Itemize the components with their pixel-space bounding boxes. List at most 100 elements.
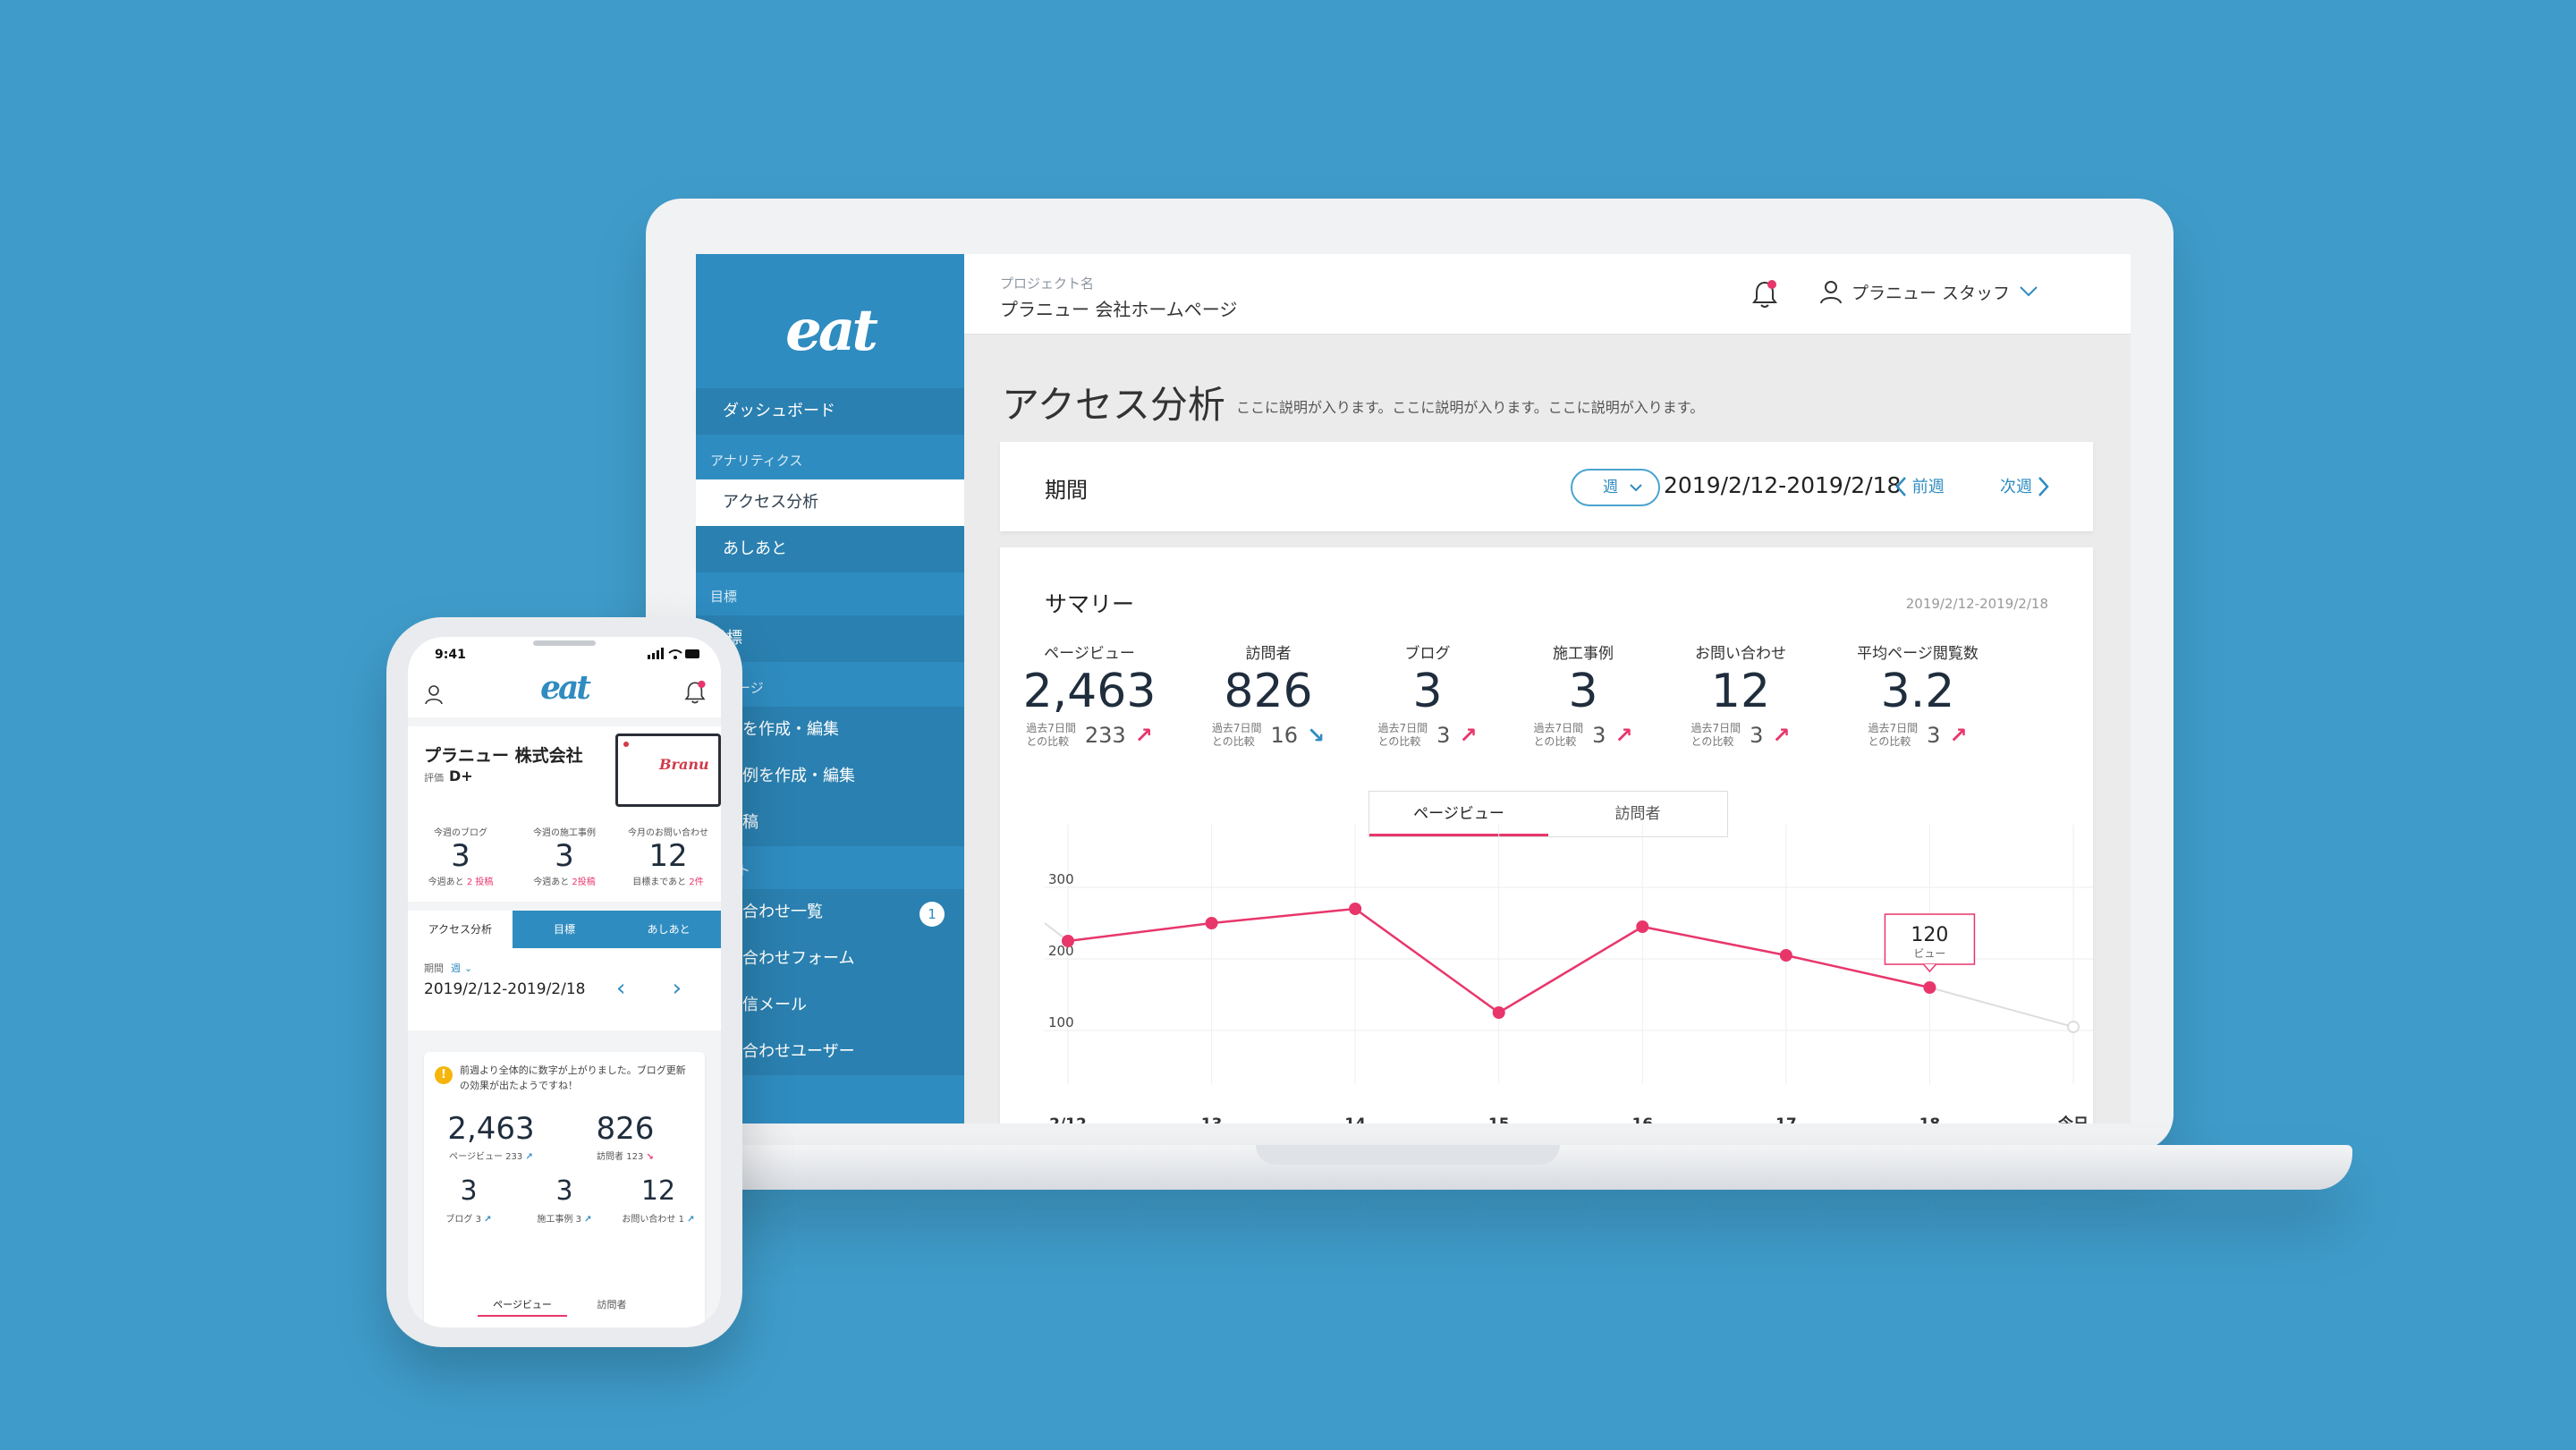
- tab-visitors[interactable]: 訪問者: [1614, 805, 1661, 823]
- sidebar-heading-goals: 目標: [710, 589, 738, 605]
- tab-footprints[interactable]: あしあと: [647, 923, 691, 936]
- eat-logo[interactable]: eat: [785, 297, 878, 364]
- y-tick-label: 200: [1048, 943, 1074, 959]
- trail-start: [1044, 922, 1069, 942]
- stat-4: お問い合わせ 12 過去7日間 との比較 3 ↗: [1690, 645, 1791, 748]
- mobile-period: 期間週 ⌄ 2019/2/12-2019/2/18 ‹ ›: [408, 948, 721, 1030]
- period-range: 2019/2/12-2019/2/18: [1664, 472, 1902, 498]
- sidebar-item-access-analysis[interactable]: アクセス分析: [696, 479, 964, 526]
- trend-up-icon: ↗: [584, 1215, 592, 1225]
- mobile-screen: 9:41 eat プラニュー 株式会社 評価 D+ Branu 今週のブログ 3: [408, 637, 721, 1327]
- sidebar-item-footprints[interactable]: あしあと: [696, 526, 964, 572]
- x-tick-label: 14: [1344, 1115, 1366, 1124]
- tab-pageviews[interactable]: ページビュー: [1369, 792, 1548, 836]
- y-tick-label: 300: [1048, 871, 1074, 887]
- period-unit-select[interactable]: 週: [1571, 469, 1660, 506]
- summary-date-range: 2019/2/12-2019/2/18: [1905, 596, 2048, 612]
- mobile-chart-tabs: ページビュー 訪問者: [478, 1295, 657, 1317]
- stat-3: 施工事例 3 過去7日間 との比較 3 ↗: [1533, 645, 1633, 748]
- x-tick-label: 16: [1631, 1115, 1653, 1124]
- x-tick-label: 18: [1919, 1115, 1941, 1124]
- trend-up-icon: ↗: [484, 1215, 492, 1225]
- trend-up-icon: ↗: [525, 1152, 533, 1162]
- page-description: ここに説明が入ります。ここに説明が入ります。ここに説明が入ります。: [1236, 399, 1705, 416]
- period-label: 期間: [1045, 478, 1088, 503]
- data-point-1: [1205, 917, 1218, 929]
- page-title: アクセス分析: [1002, 383, 1225, 427]
- project-name: プラニュー 会社ホームページ: [1000, 299, 1238, 320]
- tab-goals[interactable]: 目標: [554, 923, 576, 936]
- period-range: 2019/2/12-2019/2/18: [424, 980, 586, 998]
- trend-up-icon: ↗: [1134, 723, 1153, 748]
- stat-2: ブログ 3 過去7日間 との比較 3 ↗: [1377, 645, 1478, 748]
- sidebar-heading-analytics: アナリティクス: [710, 453, 803, 469]
- user-icon: [1820, 281, 1842, 304]
- x-tick-label: 2/12: [1049, 1115, 1087, 1124]
- x-tick-label: 今日: [2058, 1115, 2089, 1124]
- data-point-0: [1062, 935, 1074, 947]
- user-icon[interactable]: [424, 683, 444, 705]
- trend-up-icon: ↗: [1459, 723, 1478, 748]
- status-time: 9:41: [435, 648, 466, 662]
- bell-icon[interactable]: [1751, 279, 1778, 310]
- chart-tabs: ページビュー 訪問者: [1368, 791, 1728, 837]
- trend-up-icon: ↗: [1772, 723, 1791, 748]
- tab-pageviews[interactable]: ページビュー: [478, 1295, 567, 1317]
- user-name: プラニュー スタッフ: [1852, 283, 2011, 303]
- data-point-4: [1636, 920, 1649, 933]
- y-tick-label: 100: [1048, 1014, 1074, 1030]
- mobile-metric-1: 826 訪問者 123 ↘: [596, 1111, 655, 1162]
- tab-visitors[interactable]: 訪問者: [597, 1299, 627, 1310]
- mobile-summary-card: ! 前週より全体的に数字が上がりました。ブログ更新の効果が出たようですね！ 2,…: [424, 1052, 705, 1327]
- stat-1: 訪問者 826 過去7日間 との比較 16 ↘: [1211, 645, 1326, 748]
- company-name: プラニュー 株式会社: [424, 746, 583, 766]
- mobile-metric-0: 2,463 ページビュー 233 ↗: [447, 1111, 535, 1162]
- mobile-tabs: アクセス分析 目標 あしあと: [408, 911, 721, 948]
- tooltip-value: 120: [1911, 924, 1948, 946]
- summary-title: サマリー: [1045, 591, 1135, 617]
- summary-card: サマリー 2019/2/12-2019/2/18 ページビュー 2,463 過去7日…: [1000, 547, 2093, 1124]
- company-card: プラニュー 株式会社 評価 D+ Branu 今週のブログ 3 今週あと 2 投稿…: [408, 726, 721, 902]
- top-bar: プロジェクト名 プラニュー 会社ホームページ プラニュー スタッフ: [964, 254, 2131, 335]
- x-tick-label: 17: [1775, 1115, 1797, 1124]
- period-nav[interactable]: ‹ ›: [615, 975, 701, 1002]
- next-week-button[interactable]: 次週: [2000, 474, 2050, 497]
- data-point-3: [1492, 1006, 1505, 1019]
- bell-icon[interactable]: [683, 680, 707, 705]
- today-point: [2067, 1021, 2080, 1033]
- project-label: プロジェクト名: [1000, 276, 1095, 292]
- trend-down-icon: ↘: [646, 1152, 654, 1162]
- alert-icon: !: [435, 1066, 453, 1084]
- tab-access-analysis[interactable]: アクセス分析: [408, 911, 513, 948]
- mobile-metric-3: 3 施工事例 3 ↗: [537, 1175, 592, 1225]
- data-point-2: [1349, 903, 1362, 915]
- desktop-screen: eat ダッシュボード アナリティクス アクセス分析 あしあと 目標 目標 ムペ…: [696, 254, 2131, 1124]
- stat-0: ページビュー 2,463 過去7日間 との比較 233 ↗: [1022, 645, 1157, 748]
- eat-logo[interactable]: eat: [540, 669, 591, 707]
- weekly-blog-stat: 今週のブログ 3 今週あと 2 投稿: [428, 828, 494, 887]
- stat-5: 平均ページ閲覧数 3.2 過去7日間 との比較 3 ↗: [1857, 645, 1979, 748]
- tooltip-box: [1884, 913, 1976, 965]
- user-menu[interactable]: プラニュー スタッフ: [1819, 279, 2038, 304]
- insight-message: ! 前週より全体的に数字が上がりました。ブログ更新の効果が出たようですね！: [424, 1052, 705, 1107]
- period-label[interactable]: 期間週 ⌄: [424, 962, 473, 974]
- series-line: [1067, 907, 1930, 1014]
- mobile-metric-2: 3 ブログ 3 ↗: [445, 1175, 492, 1225]
- inquiry-count-badge: 1: [919, 902, 945, 927]
- trend-up-icon: ↗: [687, 1215, 695, 1225]
- thumbnail-dot: [623, 742, 629, 747]
- company-rating: 評価 D+: [424, 767, 473, 784]
- chevron-down-icon: [2020, 286, 2038, 297]
- data-point-6: [1923, 981, 1936, 994]
- trend-up-icon: ↗: [1949, 723, 1968, 748]
- sidebar-item-dashboard[interactable]: ダッシュボード: [696, 388, 964, 435]
- trail-end: [1929, 987, 2074, 1028]
- x-tick-label: 15: [1488, 1115, 1510, 1124]
- prev-week-button[interactable]: 前週: [1894, 474, 1945, 497]
- x-tick-label: 13: [1201, 1115, 1223, 1124]
- trend-up-icon: ↗: [1614, 723, 1633, 748]
- site-thumbnail[interactable]: Branu: [615, 733, 721, 807]
- status-bar: 9:41: [408, 637, 721, 667]
- speaker-slot: [533, 640, 596, 646]
- trend-down-icon: ↘: [1307, 723, 1326, 748]
